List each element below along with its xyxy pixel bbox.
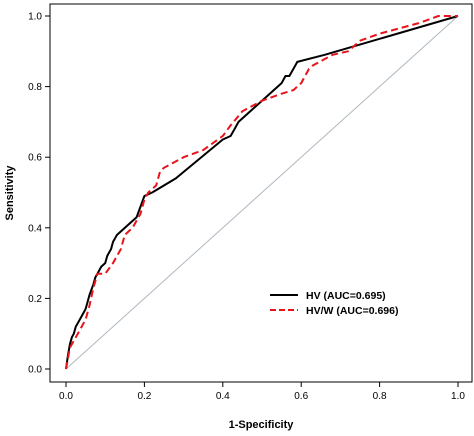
legend-entry-1: HV (AUC=0.695) [306, 290, 386, 302]
y-tick-label: 0.4 [28, 223, 42, 234]
series-line-1 [65, 15, 459, 370]
y-tick-label: 0.8 [28, 82, 42, 93]
series-layer [65, 15, 459, 370]
reference-layer [65, 15, 459, 370]
x-tick-label: 0.4 [216, 391, 230, 402]
legend: HV (AUC=0.695) HV/W (AUC=0.696) [270, 290, 398, 317]
series-line-2 [65, 15, 458, 370]
x-tick-label: 1.0 [451, 391, 465, 402]
x-tick-label: 0.2 [137, 391, 151, 402]
plot-frame [49, 3, 473, 383]
y-tick-label: 0.6 [28, 153, 42, 164]
x-tick-label: 0.8 [373, 391, 387, 402]
legend-entry-2: HV/W (AUC=0.696) [306, 305, 398, 317]
y-axis-label: Sensitivity [4, 165, 16, 221]
y-tick-label: 1.0 [28, 12, 42, 23]
axes: 0.0 0.2 0.4 0.6 0.8 1.0 0.0 0.2 0.4 0.6 0.8 1.0 [28, 12, 465, 403]
reference-diagonal [65, 15, 459, 370]
x-tick-label: 0.0 [59, 391, 73, 402]
y-tick-label: 0.2 [28, 294, 42, 305]
y-tick-label: 0.0 [28, 365, 42, 376]
x-tick-label: 0.6 [294, 391, 308, 402]
x-axis-label: 1-Specificity [229, 419, 295, 431]
